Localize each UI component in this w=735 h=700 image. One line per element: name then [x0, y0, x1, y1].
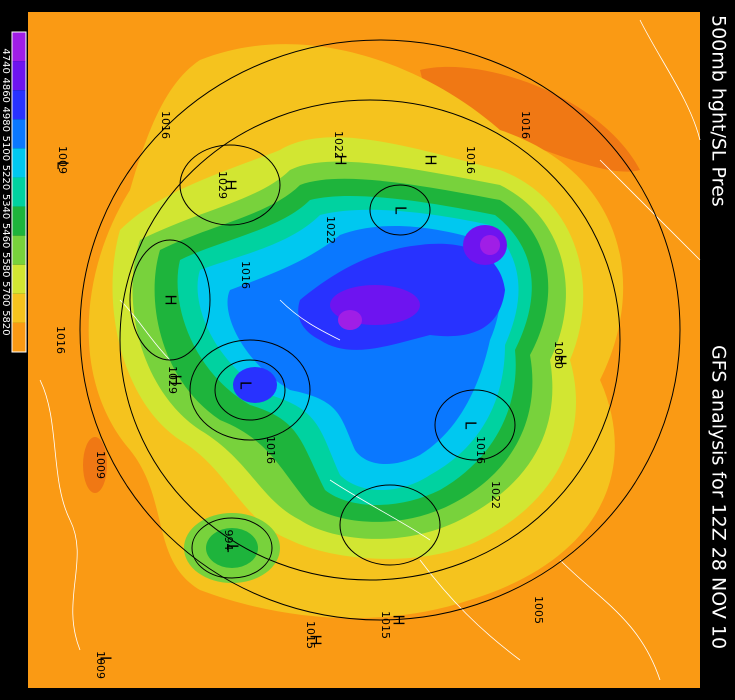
height-field	[83, 44, 640, 619]
colorbar-label: 5580	[0, 252, 11, 277]
pressure-label: 1016	[239, 261, 252, 289]
pressure-center: H	[167, 374, 185, 385]
height-band	[233, 367, 277, 403]
pressure-label: 1022	[332, 131, 345, 159]
pressure-center: H	[222, 179, 240, 190]
pressure-label: 1009	[94, 651, 107, 679]
isobar	[191, 517, 273, 579]
colorbar-border	[11, 31, 27, 353]
colorbar-swatch	[12, 206, 26, 236]
pressure-label: 1009	[94, 451, 107, 479]
colorbar-swatch	[12, 148, 26, 178]
coastlines	[39, 19, 701, 681]
pressure-label: 1016	[474, 436, 487, 464]
isobar	[339, 484, 441, 566]
pressure-contours	[79, 39, 681, 621]
colorbar: 4740 4860 4980 5100 5220 5340 5460 5580 5700 5820	[0, 31, 27, 353]
pressure-labels: 1016 1009 1029 1022 1016 1022 1016 1016 1016 1009…	[54, 111, 570, 679]
isobar	[129, 239, 211, 361]
isobar	[79, 39, 681, 621]
isobar	[434, 389, 516, 461]
pressure-label: 1005	[532, 596, 545, 624]
colorbar-label: 4980	[0, 107, 11, 132]
pressure-label: 1029	[166, 366, 179, 394]
pressure-center: L	[392, 206, 410, 215]
isobar	[119, 99, 621, 581]
colorbar-swatch	[12, 322, 26, 352]
pressure-label: 1016	[54, 326, 67, 354]
coastline	[39, 19, 701, 681]
height-band	[480, 235, 500, 255]
pressure-label: 1016	[264, 436, 277, 464]
pressure-center: L	[224, 544, 242, 553]
pressure-center: H	[332, 154, 350, 165]
colorbar-label: 5340	[0, 194, 11, 219]
pressure-center: L	[462, 421, 480, 430]
pressure-center: H	[390, 614, 408, 625]
map-subtitle: GFS analysis for 12Z 28 NOV 10	[708, 345, 730, 649]
pressure-label: 1015	[304, 621, 317, 649]
pressure-label: 1022	[489, 481, 502, 509]
pressure-center: H	[307, 634, 325, 645]
pressure-label: 1015	[379, 611, 392, 639]
colorbar-swatch	[12, 90, 26, 120]
colorbar-swatch	[12, 61, 26, 91]
pressure-center: L	[97, 656, 115, 665]
colorbar-label: 5820	[0, 310, 11, 335]
isobar	[179, 144, 281, 226]
colorbar-swatch	[12, 264, 26, 294]
pressure-label: 1016	[159, 111, 172, 139]
high-band	[83, 437, 107, 493]
pressure-label: 1009	[56, 146, 69, 174]
colorbar-label: 5100	[0, 136, 11, 161]
colorbar-swatch	[12, 293, 26, 323]
isobar	[214, 359, 286, 421]
pressure-label: 1022	[324, 216, 337, 244]
colorbar-label: 5220	[0, 165, 11, 190]
pressure-label: 994	[222, 530, 235, 551]
pressure-label: 1030	[552, 341, 565, 369]
pressure-center: L	[237, 381, 255, 390]
colorbar-swatch	[12, 32, 26, 62]
height-band	[338, 310, 362, 330]
isobar	[189, 339, 311, 441]
colorbar-swatch	[12, 235, 26, 265]
pressure-label: 1016	[464, 146, 477, 174]
pressure-center: H	[552, 354, 570, 365]
colorbar-label: 4860	[0, 77, 11, 102]
height-band	[206, 528, 258, 568]
colorbar-label: 4740	[0, 48, 11, 73]
pressure-center: H	[422, 154, 440, 165]
pressure-center: H	[162, 294, 180, 305]
pressure-label: 1029	[216, 171, 229, 199]
isobar	[369, 184, 431, 236]
colorbar-swatch	[12, 177, 26, 207]
colorbar-swatch	[12, 119, 26, 149]
colorbar-label: 5700	[0, 281, 11, 306]
map-title: 500mb hght/SL Pres	[708, 15, 730, 207]
high-band	[420, 66, 640, 172]
pressure-label: 1016	[519, 111, 532, 139]
pressure-center: L	[54, 161, 72, 170]
colorbar-label: 5460	[0, 223, 11, 248]
